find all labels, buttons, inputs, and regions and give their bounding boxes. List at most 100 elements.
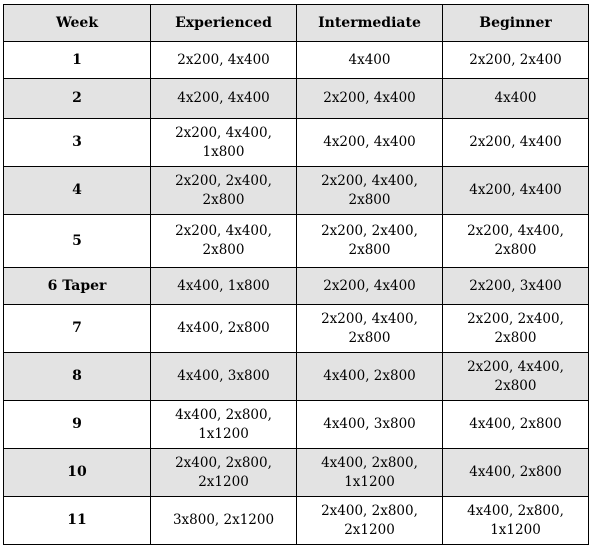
workout-line: 4x400, 2x800, — [321, 454, 418, 471]
table-row: 7 4x400, 2x800 2x200, 4x400, 2x800 2x200, 2x… — [3, 304, 589, 353]
intermediate-cell: 2x200, 4x400, 2x800 — [296, 304, 443, 353]
workout-line: 2x800 — [494, 329, 537, 346]
workout-line: 2x1200 — [344, 521, 395, 538]
table-row: 6 Taper 4x400, 1x800 2x200, 4x400 2x200, 3x… — [3, 267, 589, 305]
intermediate-cell: 4x400 — [296, 41, 443, 79]
workout-line: 2x200, 2x400 — [469, 51, 562, 68]
table-row: 4 2x200, 2x400, 2x800 2x200, 4x400, 2x800 4x2… — [3, 166, 589, 215]
intermediate-cell: 2x200, 2x400, 2x800 — [296, 214, 443, 268]
workout-line: 2x200, 4x400 — [323, 90, 416, 106]
beginner-cell: 2x200, 2x400 — [442, 41, 589, 79]
experienced-cell: 2x200, 4x400 — [150, 41, 297, 79]
week-cell: 3 — [3, 118, 151, 167]
schedule-body: 1 2x200, 4x400 4x400 2x200, 2x400 2 4x200, 4x… — [3, 41, 589, 545]
intermediate-cell: 2x400, 2x800, 2x1200 — [296, 496, 443, 545]
beginner-cell: 4x400, 2x800 — [442, 448, 589, 497]
workout-line: 2x400, 2x800, — [175, 454, 272, 471]
workout-line: 2x400, 2x800, — [321, 502, 418, 519]
workout-line: 1x1200 — [344, 473, 395, 490]
week-cell: 11 — [3, 496, 151, 545]
workout-line: 4x400, 2x800 — [177, 320, 270, 336]
table-row: 2 4x200, 4x400 2x200, 4x400 4x400 — [3, 78, 589, 119]
beginner-cell: 2x200, 4x400, 2x800 — [442, 214, 589, 268]
header-intermediate: Intermediate — [296, 4, 443, 42]
week-cell: 1 — [3, 41, 151, 79]
workout-line: 2x200, 2x400, — [175, 172, 272, 189]
week-cell: 6 Taper — [3, 267, 151, 305]
workout-line: 4x400, 3x800 — [323, 416, 416, 432]
workout-line: 4x400, 3x800 — [177, 368, 270, 384]
beginner-cell: 2x200, 4x400, 2x800 — [442, 352, 589, 401]
experienced-cell: 2x400, 2x800, 2x1200 — [150, 448, 297, 497]
workout-line: 2x800 — [348, 242, 391, 258]
intermediate-cell: 2x200, 4x400, 2x800 — [296, 166, 443, 215]
beginner-cell: 2x200, 4x400 — [442, 118, 589, 167]
week-cell: 10 — [3, 448, 151, 497]
experienced-cell: 4x400, 1x800 — [150, 267, 297, 305]
workout-line: 2x200, 2x400, — [321, 223, 418, 239]
workout-line: 4x200, 4x400 — [177, 90, 270, 106]
workout-line: 2x200, 4x400 — [469, 134, 562, 150]
workout-line: 2x800 — [348, 191, 391, 208]
workout-line: 1x1200 — [490, 521, 541, 538]
experienced-cell: 4x400, 2x800, 1x1200 — [150, 400, 297, 449]
beginner-cell: 4x400, 2x800 — [442, 400, 589, 449]
workout-line: 4x400, 2x800 — [323, 368, 416, 384]
workout-line: 3x800, 2x1200 — [172, 512, 275, 528]
workout-line: 4x200, 4x400 — [469, 182, 562, 198]
experienced-cell: 4x400, 2x800 — [150, 304, 297, 353]
workout-line: 2x1200 — [198, 473, 249, 490]
intermediate-cell: 4x400, 2x800 — [296, 352, 443, 401]
week-cell: 5 — [3, 214, 151, 268]
workout-line: 2x800 — [202, 191, 245, 208]
workout-line: 2x800 — [202, 242, 245, 258]
intermediate-cell: 4x400, 3x800 — [296, 400, 443, 449]
workout-line: 4x400 — [494, 90, 537, 106]
experienced-cell: 2x200, 2x400, 2x800 — [150, 166, 297, 215]
week-cell: 2 — [3, 78, 151, 119]
workout-line: 2x200, 4x400, — [321, 310, 418, 327]
workout-line: 2x200, 4x400 — [177, 51, 270, 68]
workout-line: 2x200, 4x400, — [467, 223, 564, 239]
workout-line: 2x200, 4x400, — [175, 124, 272, 141]
workout-line: 2x800 — [494, 242, 537, 258]
header-experienced: Experienced — [150, 4, 297, 42]
table-row: 8 4x400, 3x800 4x400, 2x800 2x200, 4x400, 2x… — [3, 352, 589, 401]
table-row: 9 4x400, 2x800, 1x1200 4x400, 3x800 4x400, 2… — [3, 400, 589, 449]
beginner-cell: 4x400, 2x800, 1x1200 — [442, 496, 589, 545]
workout-line: 1x1200 — [198, 425, 249, 442]
intermediate-cell: 4x200, 4x400 — [296, 118, 443, 167]
week-cell: 8 — [3, 352, 151, 401]
workout-line: 4x400, 2x800, — [467, 502, 564, 519]
beginner-cell: 4x200, 4x400 — [442, 166, 589, 215]
table-row: 1 2x200, 4x400 4x400 2x200, 2x400 — [3, 41, 589, 79]
workout-line: 4x400 — [348, 51, 391, 68]
workout-line: 2x200, 3x400 — [469, 277, 562, 294]
week-cell: 4 — [3, 166, 151, 215]
workout-line: 4x400, 2x800 — [469, 416, 562, 432]
intermediate-cell: 2x200, 4x400 — [296, 78, 443, 119]
table-row: 10 2x400, 2x800, 2x1200 4x400, 2x800, 1x1200… — [3, 448, 589, 497]
workout-line: 2x200, 4x400, — [321, 172, 418, 189]
workout-line: 2x800 — [494, 377, 537, 394]
header-beginner: Beginner — [442, 4, 589, 42]
experienced-cell: 4x200, 4x400 — [150, 78, 297, 119]
workout-line: 2x200, 4x400, — [467, 358, 564, 375]
training-schedule-table: Week Experienced Intermediate Beginner 1… — [3, 4, 589, 545]
experienced-cell: 2x200, 4x400, 2x800 — [150, 214, 297, 268]
beginner-cell: 2x200, 3x400 — [442, 267, 589, 305]
workout-line: 4x400, 2x800 — [469, 464, 562, 480]
beginner-cell: 4x400 — [442, 78, 589, 119]
experienced-cell: 2x200, 4x400, 1x800 — [150, 118, 297, 167]
week-cell: 7 — [3, 304, 151, 353]
header-row: Week Experienced Intermediate Beginner — [3, 4, 589, 42]
workout-line: 2x800 — [348, 329, 391, 346]
workout-line: 1x800 — [202, 143, 245, 160]
beginner-cell: 2x200, 2x400, 2x800 — [442, 304, 589, 353]
intermediate-cell: 2x200, 4x400 — [296, 267, 443, 305]
header-week: Week — [3, 4, 151, 42]
workout-line: 4x400, 2x800, — [175, 406, 272, 423]
experienced-cell: 4x400, 3x800 — [150, 352, 297, 401]
workout-line: 2x200, 4x400 — [323, 277, 416, 294]
table-row: 3 2x200, 4x400, 1x800 4x200, 4x400 2x200, 4x… — [3, 118, 589, 167]
